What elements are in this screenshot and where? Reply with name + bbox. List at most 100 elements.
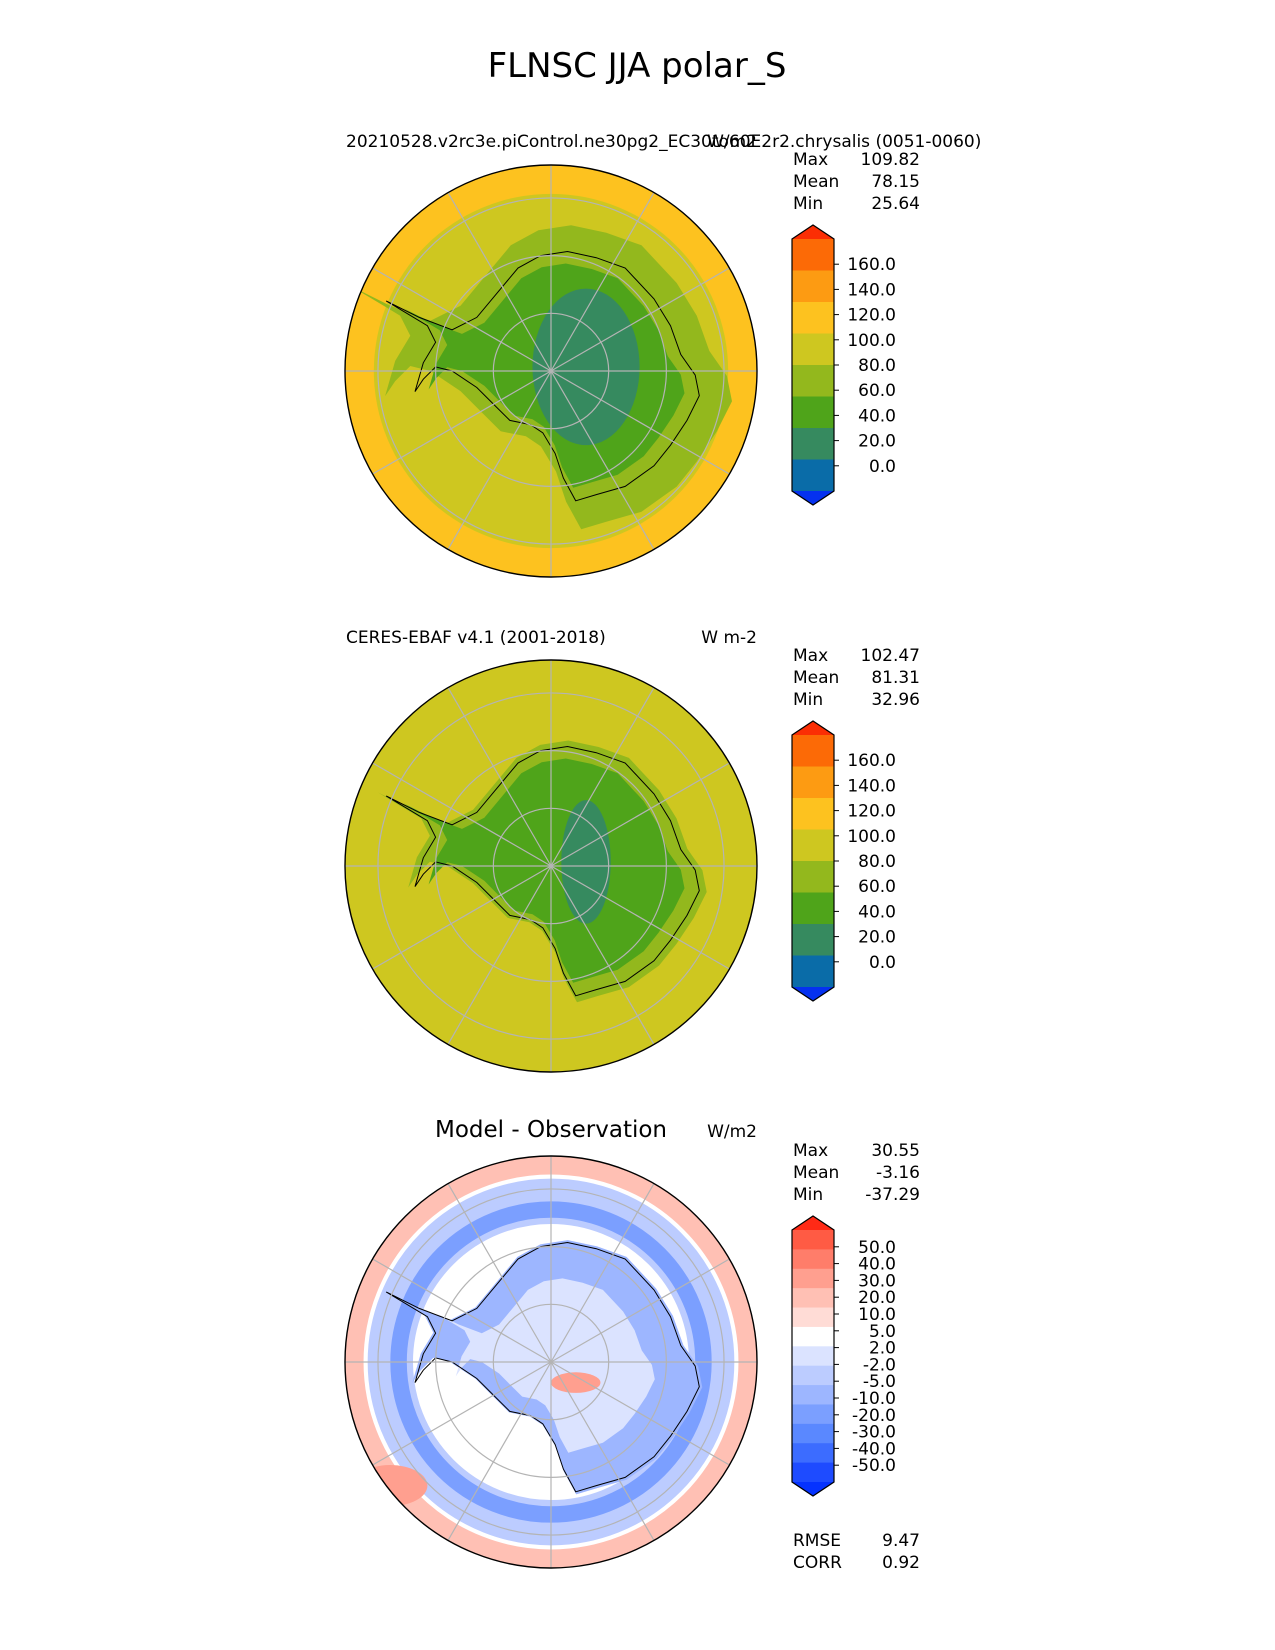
colorbar-tick-label: 60.0	[858, 877, 896, 897]
polar-map	[345, 165, 757, 577]
colorbar-segment	[792, 1462, 834, 1483]
colorbar-tick-label: 20.0	[858, 432, 896, 452]
colorbar-segment	[792, 459, 834, 492]
colorbar-tick-label: 30.0	[858, 1271, 896, 1291]
meridian-line	[372, 762, 552, 867]
stat-value: 102.47	[861, 646, 920, 666]
colorbar-segment	[792, 892, 834, 925]
meridian-line	[550, 1258, 730, 1363]
meridian-line	[372, 1258, 552, 1363]
colorbar-tick-label: -2.0	[863, 1355, 896, 1375]
stat-label: Mean	[793, 668, 839, 688]
meridian-line	[550, 1361, 730, 1466]
panel-title-left: CERES-EBAF v4.1 (2001-2018)	[346, 628, 606, 648]
stat-label: Max	[793, 150, 828, 170]
map-border	[344, 164, 758, 578]
stat-value: 25.64	[871, 194, 920, 214]
stat-value: 30.55	[871, 1141, 920, 1161]
colorbar-tick-label: -50.0	[852, 1456, 896, 1476]
metric-value: 0.92	[882, 1553, 920, 1573]
colorbar-max-arrow	[792, 1216, 834, 1230]
colorbar-segment	[792, 396, 834, 429]
colorbar-segment	[792, 1443, 834, 1464]
meridian-line	[447, 192, 552, 372]
colorbar-segment	[792, 1404, 834, 1425]
panel-title-left: 20210528.v2rc3e.piControl.ne30pg2_EC30to…	[346, 132, 981, 152]
plateau-field	[561, 800, 611, 924]
colorbar-segment	[792, 428, 834, 460]
panel-units: W/m2	[707, 132, 757, 152]
meridian-line	[550, 1183, 655, 1363]
colorbar-segment	[792, 924, 834, 956]
colorbar-tick-label: 120.0	[847, 306, 896, 326]
stat-label: Mean	[793, 1163, 839, 1183]
meridian-line	[372, 370, 552, 475]
colorbar-segment	[792, 270, 834, 303]
meridian-line	[550, 370, 730, 475]
stat-label: Mean	[793, 172, 839, 192]
colorbar-tick-label: 5.0	[869, 1322, 896, 1342]
colorbar-min-arrow	[792, 1482, 834, 1496]
colorbar-min-arrow	[792, 987, 834, 1001]
stat-value: 32.96	[871, 690, 920, 710]
colorbar-segment	[792, 1307, 834, 1328]
meridian-line	[550, 1361, 655, 1541]
colorbar-segment	[792, 1423, 834, 1444]
colorbar-outline	[791, 224, 835, 506]
colorbar-tick-label: 160.0	[847, 255, 896, 275]
colorbar-tick-label: 80.0	[858, 356, 896, 376]
panel-3: Model - Observation W/m2 Max 30.55 Mean -3.16…	[344, 1117, 920, 1573]
colorbar-outline	[791, 720, 835, 1002]
colorbar-tick-label: 100.0	[847, 331, 896, 351]
colorbar-tick-label: 40.0	[858, 406, 896, 426]
meridian-line	[372, 267, 552, 372]
colorbar-segment	[792, 239, 834, 271]
colorbar-tick-label: -5.0	[863, 1372, 896, 1392]
stat-value: 78.15	[871, 172, 920, 192]
stat-label: Min	[793, 194, 823, 214]
stat-label: Min	[793, 690, 823, 710]
colorbar-tick-label: 20.0	[858, 1288, 896, 1308]
meridian-line	[447, 370, 552, 550]
panel-2: CERES-EBAF v4.1 (2001-2018) W m-2 Max 102.4…	[344, 628, 920, 1073]
colorbar-segment	[792, 766, 834, 799]
colorbar-segment	[792, 1346, 834, 1367]
meridian-line	[550, 370, 655, 550]
colorbar-tick-label: 100.0	[847, 827, 896, 847]
colorbar-tick-label: 80.0	[858, 852, 896, 872]
meridian-line	[550, 865, 730, 970]
meridian-line	[372, 865, 552, 970]
meridian-line	[447, 1361, 552, 1541]
polar-map	[345, 1156, 757, 1568]
colorbar-tick-label: -20.0	[852, 1406, 896, 1426]
colorbar-segment	[792, 333, 834, 366]
colorbar-tick-label: 120.0	[847, 802, 896, 822]
meridian-line	[550, 192, 655, 372]
colorbar-segment	[792, 1268, 834, 1289]
colorbar-max-arrow	[792, 721, 834, 735]
colorbar-tick-label: -10.0	[852, 1389, 896, 1409]
colorbar-segment	[792, 1326, 834, 1347]
polar-map	[345, 660, 757, 1072]
colorbar-segment	[792, 302, 834, 334]
meridian-line	[550, 267, 730, 372]
colorbar-segment	[792, 365, 834, 397]
meridian-line	[550, 762, 730, 867]
stat-value: -3.16	[876, 1163, 920, 1183]
colorbar-tick-label: 50.0	[858, 1238, 896, 1258]
stat-value: 109.82	[861, 150, 920, 170]
colorbar-segment	[792, 861, 834, 893]
meridian-line	[550, 687, 655, 867]
colorbar-segment	[792, 735, 834, 767]
colorbar-outline	[791, 1215, 835, 1497]
colorbar-segment	[792, 1385, 834, 1405]
colorbar: 160.0 140.0 120.0 100.0 80.0 60.0 40.0 20.0 0.0	[791, 720, 896, 1002]
meridian-line	[447, 687, 552, 867]
map-border	[344, 1155, 758, 1569]
colorbar-tick-label: -30.0	[852, 1423, 896, 1443]
panels-group: 20210528.v2rc3e.piControl.ne30pg2_EC30to…	[344, 132, 981, 1573]
colorbar-tick-label: -40.0	[852, 1439, 896, 1459]
metric-label: CORR	[793, 1553, 842, 1573]
colorbar-tick-label: 160.0	[847, 751, 896, 771]
panel-units: W m-2	[701, 628, 757, 648]
